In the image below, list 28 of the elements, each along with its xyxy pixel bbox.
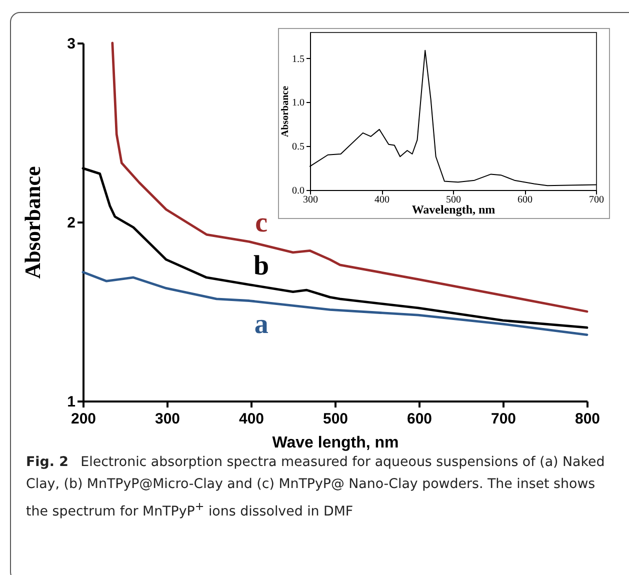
y-tick-label: 2 [67,214,76,232]
x-tick-label: 800 [574,410,600,428]
x-tick-label: 500 [322,410,348,428]
x-tick-label: 700 [490,410,516,428]
x-tick-label: 700 [589,194,604,206]
x-tick-label: 200 [70,410,96,428]
y-tick-label: 1 [67,394,76,410]
y-tick-label: 3 [67,36,76,52]
x-tick-label: 500 [446,194,461,206]
x-tick-label: 600 [406,410,432,428]
y-tick-label: 0.5 [292,142,304,153]
y-tick-label: 1.0 [292,98,304,109]
y-tick-label: 0.0 [292,186,304,196]
x-tick-label: 300 [154,410,180,428]
x-tick-label: 300 [303,194,318,206]
x-axis-title: Wave length, nm [272,434,399,452]
x-tick-label: 400 [374,194,390,206]
caption: Fig. 2 [26,455,68,470]
y-axis-title: Absorbance [280,85,291,138]
series-label: c [255,208,268,239]
line-series [111,42,588,313]
series-label: b [254,250,270,282]
x-tick-label: 600 [518,194,532,206]
x-tick-label: 400 [238,410,264,428]
y-axis-title: Absorbance [20,166,46,279]
y-tick-label: 1.5 [292,54,304,65]
series-label: a [254,308,268,340]
x-axis-title: Wavelength, nm [412,202,496,216]
